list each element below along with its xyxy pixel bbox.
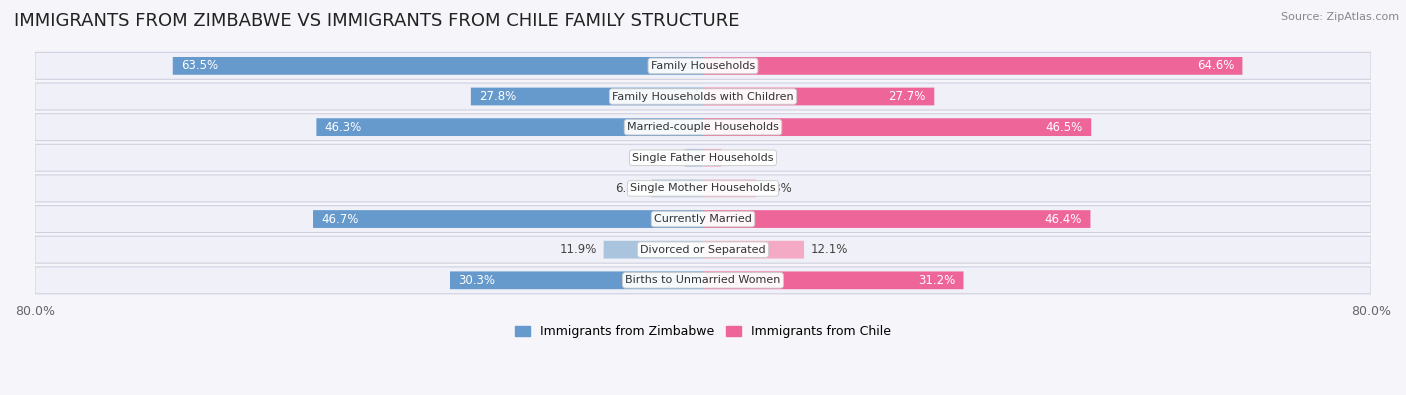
Text: 31.2%: 31.2% [918, 274, 955, 287]
Text: 46.3%: 46.3% [325, 120, 361, 134]
Text: Currently Married: Currently Married [654, 214, 752, 224]
FancyBboxPatch shape [35, 53, 1371, 79]
FancyBboxPatch shape [703, 149, 721, 167]
Text: Single Mother Households: Single Mother Households [630, 183, 776, 194]
FancyBboxPatch shape [703, 241, 804, 259]
Text: 63.5%: 63.5% [181, 59, 218, 72]
Text: Divorced or Separated: Divorced or Separated [640, 245, 766, 255]
Text: 12.1%: 12.1% [811, 243, 848, 256]
FancyBboxPatch shape [35, 236, 1371, 263]
Legend: Immigrants from Zimbabwe, Immigrants from Chile: Immigrants from Zimbabwe, Immigrants fro… [509, 320, 897, 343]
Text: 6.3%: 6.3% [762, 182, 792, 195]
Text: Family Households with Children: Family Households with Children [612, 92, 794, 102]
Text: 27.7%: 27.7% [889, 90, 927, 103]
Text: IMMIGRANTS FROM ZIMBABWE VS IMMIGRANTS FROM CHILE FAMILY STRUCTURE: IMMIGRANTS FROM ZIMBABWE VS IMMIGRANTS F… [14, 12, 740, 30]
FancyBboxPatch shape [651, 179, 703, 197]
FancyBboxPatch shape [35, 114, 1371, 141]
FancyBboxPatch shape [703, 57, 1243, 75]
Text: 46.5%: 46.5% [1046, 120, 1083, 134]
FancyBboxPatch shape [35, 267, 1371, 294]
Text: 46.4%: 46.4% [1045, 213, 1083, 226]
Text: 11.9%: 11.9% [560, 243, 598, 256]
Text: Family Households: Family Households [651, 61, 755, 71]
FancyBboxPatch shape [35, 83, 1371, 110]
FancyBboxPatch shape [35, 175, 1371, 202]
FancyBboxPatch shape [703, 118, 1091, 136]
Text: 46.7%: 46.7% [322, 213, 359, 226]
Text: 2.2%: 2.2% [648, 151, 678, 164]
Text: Births to Unmarried Women: Births to Unmarried Women [626, 275, 780, 285]
FancyBboxPatch shape [316, 118, 703, 136]
Text: Single Father Households: Single Father Households [633, 153, 773, 163]
FancyBboxPatch shape [703, 271, 963, 289]
FancyBboxPatch shape [603, 241, 703, 259]
Text: 64.6%: 64.6% [1197, 59, 1234, 72]
FancyBboxPatch shape [314, 210, 703, 228]
Text: 2.2%: 2.2% [728, 151, 758, 164]
FancyBboxPatch shape [35, 205, 1371, 233]
Text: Source: ZipAtlas.com: Source: ZipAtlas.com [1281, 12, 1399, 22]
FancyBboxPatch shape [471, 88, 703, 105]
FancyBboxPatch shape [703, 210, 1091, 228]
FancyBboxPatch shape [685, 149, 703, 167]
Text: 30.3%: 30.3% [458, 274, 495, 287]
Text: Married-couple Households: Married-couple Households [627, 122, 779, 132]
Text: 6.2%: 6.2% [614, 182, 644, 195]
FancyBboxPatch shape [35, 144, 1371, 171]
FancyBboxPatch shape [703, 88, 935, 105]
FancyBboxPatch shape [173, 57, 703, 75]
FancyBboxPatch shape [703, 179, 755, 197]
Text: 27.8%: 27.8% [479, 90, 516, 103]
FancyBboxPatch shape [450, 271, 703, 289]
